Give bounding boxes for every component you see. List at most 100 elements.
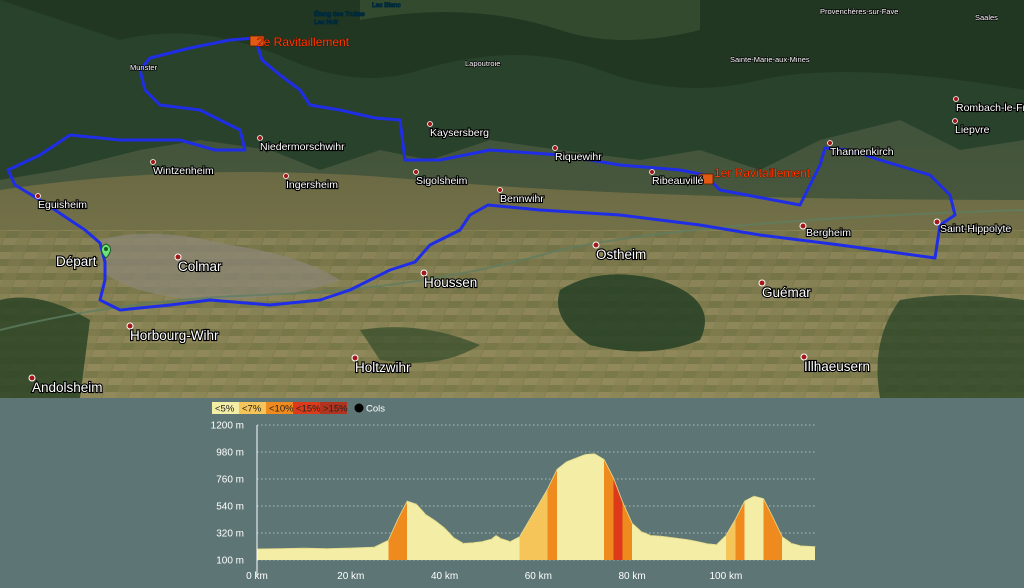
town-label[interactable]: Thannenkirch — [829, 145, 895, 159]
elevation-point — [462, 542, 464, 544]
elevation-point — [434, 520, 436, 522]
town-label[interactable]: Horbourg-Wihr — [129, 327, 220, 344]
town-label[interactable]: Holtzwihr — [354, 359, 412, 376]
elevation-point — [509, 541, 511, 543]
town-label[interactable]: Kaysersberg — [429, 126, 490, 140]
town-label[interactable]: Ostheim — [595, 246, 647, 263]
x-tick-label: 0 km — [246, 571, 268, 582]
town-label[interactable]: Ribeauvillé — [651, 174, 705, 188]
town-label[interactable]: Bennwihr — [499, 192, 545, 206]
town-label[interactable]: Wintzenheim — [152, 164, 215, 178]
town-dot-icon — [257, 135, 263, 141]
y-tick-label: 1200 m — [211, 421, 244, 432]
town-label[interactable]: Guémar — [761, 284, 812, 301]
start-marker-icon[interactable] — [101, 243, 111, 259]
elevation-point — [326, 548, 328, 550]
town-label[interactable]: Houssen — [423, 274, 478, 291]
town-dot-icon — [592, 241, 600, 249]
town-dot-icon — [497, 187, 503, 193]
lake-label[interactable]: Lac Noir — [314, 19, 340, 27]
legend-swatch — [320, 402, 347, 414]
elevation-point — [814, 546, 816, 548]
town-label[interactable]: Niedermorschwihr — [259, 140, 346, 154]
town-label[interactable]: Eguisheim — [37, 198, 88, 212]
elevation-point — [500, 537, 502, 540]
elevation-point — [622, 501, 624, 503]
satellite-map[interactable]: Départ Colmar Horbourg-Wihr Andolsheim Holtz… — [0, 0, 1024, 398]
food-station-icon[interactable] — [249, 35, 714, 185]
town-label[interactable]: Liepvre — [954, 123, 991, 137]
town-label[interactable]: Colmar — [177, 258, 223, 275]
town-label[interactable]: Riquewihr — [554, 150, 603, 164]
town-dot-icon — [150, 159, 156, 165]
elevation-point — [537, 504, 539, 506]
elevation-point — [472, 542, 474, 544]
legend-swatch — [212, 402, 239, 414]
elevation-point — [387, 539, 389, 541]
elevation-point — [350, 547, 352, 549]
town-dot-icon — [952, 118, 958, 124]
elevation-area — [257, 453, 815, 560]
town-dot-icon — [649, 169, 655, 175]
elevation-point — [687, 539, 690, 541]
y-tick-label: 540 m — [216, 502, 244, 513]
elevation-point — [279, 548, 281, 550]
elevation-point — [397, 518, 399, 521]
elevation-point — [734, 518, 736, 521]
route-line — [6, 36, 957, 312]
elevation-point — [547, 488, 549, 490]
town-label[interactable]: Sainte-Marie-aux-Mines — [729, 54, 810, 64]
elevation-point — [697, 541, 699, 543]
legend-swatch — [293, 402, 320, 414]
town-label[interactable]: Illhaeusern — [803, 358, 871, 375]
elevation-point — [772, 516, 774, 518]
elevation-point — [453, 537, 455, 539]
lake-label[interactable]: Étang des Truites — [314, 9, 366, 19]
town-label[interactable]: Saint-Hippolyte — [939, 222, 1013, 236]
town-label[interactable]: Sigolsheim — [415, 174, 469, 188]
town-dot-icon — [35, 193, 41, 199]
lake-label[interactable]: Lac Blanc — [372, 2, 402, 10]
town-dot-icon — [351, 354, 359, 362]
elevation-point — [303, 547, 305, 549]
town-dot-icon — [283, 173, 289, 179]
food-station-label[interactable]: 1er Ravitaillement — [714, 166, 811, 181]
x-tick-label: 80 km — [619, 571, 646, 582]
elevation-point — [650, 534, 652, 537]
town-dot-icon — [933, 218, 941, 226]
elevation-point — [594, 453, 596, 455]
elevation-point — [519, 536, 521, 538]
town-dot-icon — [799, 222, 807, 230]
town-label[interactable]: Ingersheim — [285, 178, 339, 192]
elevation-point — [481, 541, 483, 543]
profile-axes: 1200 m 980 m 760 m 540 m 320 m 100 m0 km 20 km… — [211, 421, 743, 583]
food-station-label[interactable]: 2e Ravitaillement — [257, 35, 350, 50]
town-dot-icon — [953, 96, 959, 102]
x-tick-label: 60 km — [525, 571, 552, 582]
elevation-profile[interactable]: <5% <7% <10% <15% >15% Cols 1200 m 980 m 760 m 5… — [0, 398, 1024, 583]
town-label[interactable]: Munster — [129, 62, 158, 72]
town-label[interactable]: Départ — [55, 253, 98, 270]
town-dot-icon — [427, 121, 433, 127]
elevation-point — [640, 531, 643, 533]
legend-swatch — [266, 402, 293, 414]
town-label[interactable]: Lapoutroie — [464, 58, 501, 68]
town-label[interactable]: Provenchères-sur-Fave — [819, 6, 899, 16]
elevation-point — [715, 544, 718, 546]
elevation-point — [584, 453, 586, 456]
town-dot-icon — [800, 353, 808, 361]
town-label[interactable]: Saales — [974, 12, 998, 22]
elevation-point — [725, 534, 727, 537]
legend-cols-label: Cols — [366, 404, 385, 415]
town-dot-icon — [552, 145, 558, 151]
x-tick-label: 100 km — [710, 571, 743, 582]
y-tick-label: 320 m — [216, 529, 244, 540]
town-label[interactable]: Andolsheim — [31, 379, 104, 396]
legend-label: <7% — [242, 404, 262, 415]
elevation-point — [706, 543, 708, 545]
town-dot-icon — [413, 169, 419, 175]
elevation-point — [678, 537, 680, 540]
town-label[interactable]: Bergheim — [805, 226, 852, 240]
elevation-point — [415, 503, 417, 505]
town-label[interactable]: Rombach-le-Franc — [955, 101, 1024, 115]
